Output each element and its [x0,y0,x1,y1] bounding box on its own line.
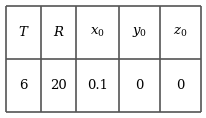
Bar [6,6,200,112]
Text: 0.1: 0.1 [87,79,108,92]
Text: $x_0$: $x_0$ [90,26,104,39]
Text: 20: 20 [50,79,67,92]
Text: $z_0$: $z_0$ [172,26,187,39]
Text: 0: 0 [135,79,143,92]
Text: 6: 6 [19,79,28,92]
Text: $R$: $R$ [53,25,64,39]
Text: $T$: $T$ [18,25,29,39]
Text: 0: 0 [175,79,184,92]
Text: $y_0$: $y_0$ [131,25,146,39]
